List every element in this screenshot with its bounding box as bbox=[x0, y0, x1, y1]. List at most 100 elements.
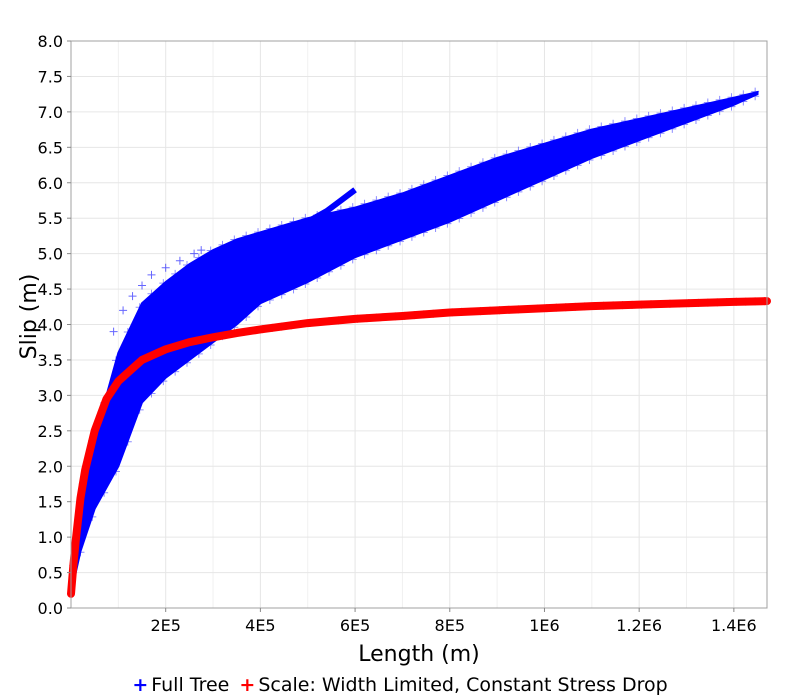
scale-point bbox=[628, 300, 637, 309]
scale-point bbox=[457, 307, 466, 316]
y-tick-label: 6.5 bbox=[38, 138, 63, 157]
full-tree-point bbox=[431, 224, 440, 233]
full-tree-point bbox=[254, 228, 263, 237]
full-tree-point bbox=[703, 111, 712, 120]
scale-point bbox=[88, 436, 97, 445]
x-tick-label: 2E5 bbox=[150, 616, 180, 635]
x-tick-label: 1.4E6 bbox=[711, 616, 757, 635]
full-tree-point bbox=[514, 187, 523, 196]
full-tree-point bbox=[573, 128, 582, 137]
full-tree-point bbox=[620, 117, 629, 126]
full-tree-point bbox=[549, 135, 558, 144]
scale-point bbox=[296, 320, 305, 329]
full-tree-point bbox=[668, 106, 677, 115]
full-tree-point bbox=[325, 267, 334, 276]
full-tree-point bbox=[691, 101, 700, 110]
full-tree-point bbox=[597, 151, 606, 160]
scale-point bbox=[343, 315, 352, 324]
scale-point bbox=[78, 479, 87, 488]
full-tree-point bbox=[739, 97, 748, 106]
y-tick-label: 1.0 bbox=[38, 528, 63, 547]
y-tick-label: 8.0 bbox=[38, 32, 63, 51]
scale-point bbox=[571, 302, 580, 311]
full-tree-point bbox=[135, 303, 144, 312]
x-tick-label: 8E5 bbox=[435, 616, 465, 635]
full-tree-point bbox=[514, 146, 523, 155]
full-tree-point bbox=[585, 125, 594, 134]
scale-point bbox=[713, 298, 722, 307]
red-plus-icon: + bbox=[239, 674, 256, 696]
scale-point bbox=[495, 306, 504, 315]
scale-point bbox=[419, 310, 428, 319]
full-tree-point bbox=[277, 290, 286, 299]
full-tree-point bbox=[265, 295, 274, 304]
scale-point bbox=[504, 305, 513, 314]
full-tree-scatter-band bbox=[70, 90, 759, 595]
scale-point bbox=[665, 299, 674, 308]
full-tree-point bbox=[526, 143, 535, 152]
scale-point bbox=[656, 300, 665, 309]
full-tree-point bbox=[313, 274, 322, 283]
full-tree-point bbox=[194, 349, 203, 358]
full-tree-point bbox=[197, 246, 206, 255]
full-tree-point bbox=[175, 256, 184, 265]
full-tree-point bbox=[111, 356, 120, 365]
legend-item-scale: + Scale: Width Limited, Constant Stress D… bbox=[239, 674, 667, 696]
full-tree-point bbox=[727, 93, 736, 102]
full-tree-point bbox=[230, 235, 239, 244]
full-tree-point bbox=[715, 95, 724, 104]
scale-point bbox=[192, 336, 201, 345]
full-tree-point bbox=[147, 270, 156, 279]
full-tree-point bbox=[289, 285, 298, 294]
full-tree-point bbox=[585, 156, 594, 165]
y-tick-label: 0.0 bbox=[38, 599, 63, 618]
scale-point bbox=[448, 308, 457, 317]
scale-point bbox=[675, 299, 684, 308]
full-tree-point bbox=[597, 122, 606, 131]
scale-point bbox=[580, 302, 589, 311]
full-tree-point bbox=[632, 114, 641, 123]
scale-point bbox=[523, 304, 532, 313]
legend-label-scale: Scale: Width Limited, Constant Stress Dr… bbox=[258, 674, 668, 696]
scale-point bbox=[391, 312, 400, 321]
full-tree-point bbox=[443, 171, 452, 180]
full-tree-branch bbox=[268, 187, 357, 246]
scale-point bbox=[97, 407, 106, 416]
full-tree-point bbox=[384, 241, 393, 250]
full-tree-point bbox=[538, 139, 547, 148]
scale-point bbox=[334, 316, 343, 325]
y-tick-label: 4.5 bbox=[38, 280, 63, 299]
full-tree-point bbox=[100, 488, 109, 497]
full-tree-point bbox=[727, 102, 736, 111]
full-tree-point bbox=[502, 150, 511, 159]
scale-point bbox=[220, 331, 229, 340]
full-tree-point bbox=[348, 203, 357, 212]
scale-point bbox=[211, 332, 220, 341]
full-tree-point bbox=[609, 146, 618, 155]
full-tree-point bbox=[183, 261, 191, 270]
y-tick-label: 6.0 bbox=[38, 174, 63, 193]
scale-point bbox=[533, 304, 542, 313]
y-tick-label: 3.5 bbox=[38, 351, 63, 370]
full-tree-point bbox=[206, 340, 215, 349]
full-tree-point bbox=[467, 162, 476, 171]
scale-point bbox=[268, 323, 277, 332]
full-tree-point bbox=[715, 107, 724, 116]
full-tree-point bbox=[171, 367, 180, 376]
full-tree-point bbox=[360, 199, 369, 208]
full-tree-point bbox=[301, 213, 310, 222]
full-tree-point bbox=[138, 281, 147, 290]
full-tree-point bbox=[171, 269, 180, 278]
y-tick-label: 4.0 bbox=[38, 316, 63, 335]
full-tree-point bbox=[644, 133, 653, 142]
x-tick-label: 1E6 bbox=[529, 616, 559, 635]
full-tree-point bbox=[372, 246, 381, 255]
x-axis-ticks: 2E5 4E5 6E5 8E5 1E6 1.2E6 1.4E6 bbox=[150, 608, 757, 635]
full-tree-point bbox=[218, 240, 227, 249]
scale-point bbox=[230, 329, 239, 338]
full-tree-point bbox=[336, 205, 345, 214]
y-tick-label: 7.5 bbox=[38, 67, 63, 86]
scale-point bbox=[145, 352, 154, 361]
scale-point bbox=[362, 314, 371, 323]
scale-point bbox=[173, 341, 182, 350]
